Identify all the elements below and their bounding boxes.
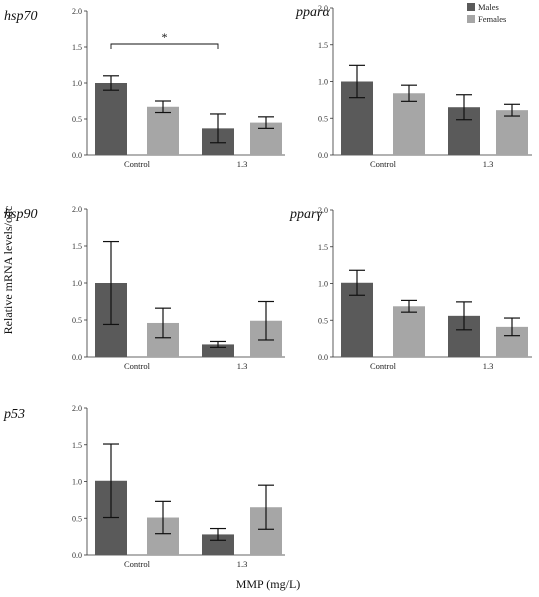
y-tick-label: 1.5 <box>72 43 82 52</box>
y-tick-label: 0.0 <box>72 551 82 560</box>
y-tick-label: 0.5 <box>72 115 82 124</box>
y-tick-label: 1.0 <box>72 79 82 88</box>
category-label: Control <box>124 559 151 569</box>
panel-title: p53 <box>3 407 25 422</box>
significance-star: * <box>162 30 168 44</box>
y-tick-label: 0.0 <box>318 353 328 362</box>
y-tick-label: 1.5 <box>72 441 82 450</box>
category-label: 1.3 <box>237 361 248 371</box>
chart-panel-2: hsp90 0.0 0.5 1.0 1.5 2.0 Control 1.3 <box>4 205 285 371</box>
y-tick-label: 0.0 <box>72 151 82 160</box>
panel-title: hsp90 <box>4 207 37 222</box>
y-tick-label: 0.5 <box>72 316 82 325</box>
panel-title: pparγ <box>289 207 322 222</box>
bar-females-control <box>393 306 425 357</box>
y-tick-label: 1.0 <box>72 279 82 288</box>
significance-bracket <box>110 43 219 49</box>
category-label: Control <box>124 159 151 169</box>
y-tick-label: 0.0 <box>72 353 82 362</box>
category-label: 1.3 <box>237 559 248 569</box>
y-tick-label: 1.5 <box>318 41 328 50</box>
chart-panels: hsp70 0.0 0.5 1.0 1.5 2.0 Control 1.3 * pparα 0.0 0… <box>3 4 532 569</box>
bar-females-control <box>147 106 179 155</box>
chart-panel-0: hsp70 0.0 0.5 1.0 1.5 2.0 Control 1.3 * <box>4 7 285 169</box>
chart-panel-3: pparγ 0.0 0.5 1.0 1.5 2.0 Control 1.3 <box>289 206 532 371</box>
y-axis-label: Relative mRNA levels/odc <box>1 206 15 335</box>
bar-males-control <box>95 83 127 155</box>
category-label: Control <box>124 361 151 371</box>
y-tick-label: 2.0 <box>72 7 82 16</box>
panel-title: pparα <box>295 5 330 20</box>
y-tick-label: 1.5 <box>72 242 82 251</box>
y-tick-label: 0.5 <box>318 114 328 123</box>
bar-females-control <box>393 93 425 155</box>
panel-title: hsp70 <box>4 9 37 24</box>
y-tick-label: 0.5 <box>318 316 328 325</box>
y-tick-label: 1.0 <box>318 280 328 289</box>
legend-label-females: Females <box>478 14 506 24</box>
chart-panel-1: pparα 0.0 0.5 1.0 1.5 2.0 Control 1.3 <box>295 4 532 169</box>
y-tick-label: 2.0 <box>72 404 82 413</box>
bar-females-1_3 <box>496 110 528 155</box>
y-tick-label: 2.0 <box>72 205 82 214</box>
x-axis-label: MMP (mg/L) <box>236 577 301 591</box>
category-label: 1.3 <box>483 361 494 371</box>
category-label: 1.3 <box>483 159 494 169</box>
legend-swatch-males <box>467 3 475 11</box>
y-tick-label: 1.0 <box>72 478 82 487</box>
y-tick-label: 2.0 <box>318 4 328 13</box>
y-tick-label: 0.0 <box>318 151 328 160</box>
legend-label-males: Males <box>478 2 499 12</box>
y-tick-label: 1.0 <box>318 78 328 87</box>
bar-males-1_3 <box>202 534 234 555</box>
category-label: Control <box>370 159 397 169</box>
category-label: Control <box>370 361 397 371</box>
chart-panel-4: p53 0.0 0.5 1.0 1.5 2.0 Control 1.3 <box>3 404 285 569</box>
legend: Males Females <box>467 2 506 24</box>
category-label: 1.3 <box>237 159 248 169</box>
y-tick-label: 0.5 <box>72 514 82 523</box>
legend-swatch-females <box>467 15 475 23</box>
y-tick-label: 2.0 <box>318 206 328 215</box>
y-tick-label: 1.5 <box>318 243 328 252</box>
